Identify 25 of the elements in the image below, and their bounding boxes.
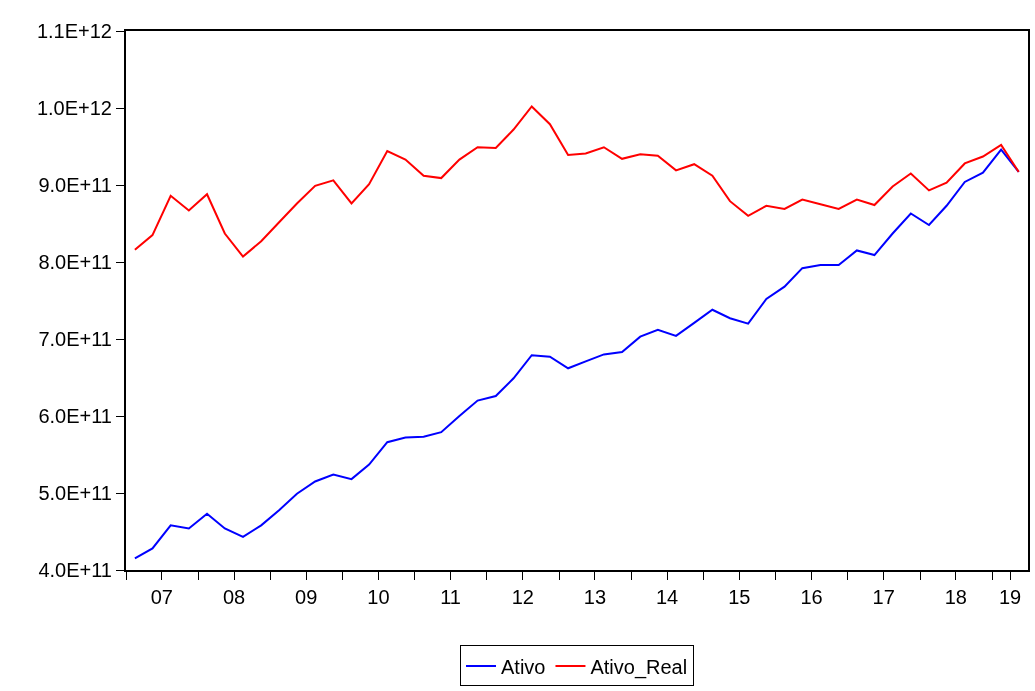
- x-tick-label: 16: [800, 586, 823, 608]
- y-tick-label: 1.1E+12: [36, 20, 112, 42]
- x-tick-label: 10: [367, 586, 390, 608]
- line-series: [133, 148, 1020, 560]
- line-series: [133, 105, 1020, 258]
- y-tick-label: 8.0E+11: [38, 251, 112, 273]
- x-tick-label: 17: [872, 586, 895, 608]
- x-tick-label: 13: [583, 586, 607, 608]
- x-tick-label: 07: [150, 586, 173, 608]
- x-tick-label: 11: [440, 586, 461, 608]
- y-tick-label: 4.0E+11: [38, 559, 112, 581]
- x-tick-label: 18: [944, 586, 967, 608]
- y-tick-label: 7.0E+11: [38, 328, 112, 350]
- x-tick-label: 09: [295, 586, 318, 608]
- x-tick-label: 14: [655, 586, 679, 608]
- x-tick-label: 15: [728, 586, 751, 608]
- y-tick-label: 6.0E+11: [38, 405, 112, 427]
- legend-label: Ativo: [501, 655, 546, 678]
- x-tick-label: 08: [222, 586, 246, 608]
- y-tick-label: 5.0E+11: [38, 482, 112, 504]
- y-tick-label: 1.0E+12: [36, 97, 112, 119]
- legend-label: Ativo_Real: [590, 655, 688, 679]
- y-tick-label: 9.0E+11: [38, 174, 112, 196]
- x-tick-label: 12: [511, 586, 534, 608]
- x-tick-label: 19: [998, 586, 1022, 608]
